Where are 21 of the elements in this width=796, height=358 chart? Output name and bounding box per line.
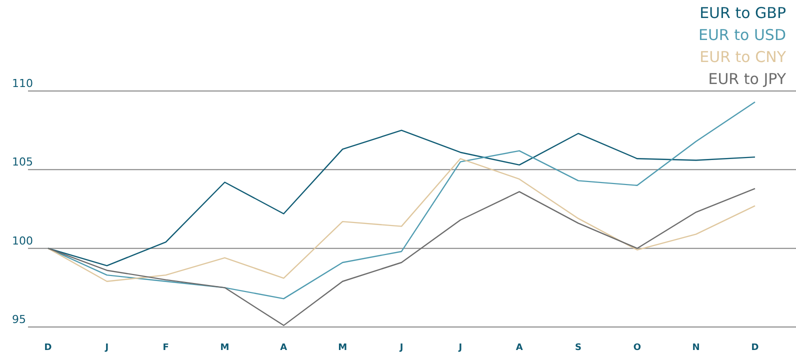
x-tick-label: D — [751, 343, 759, 353]
x-tick-label: D — [44, 343, 52, 353]
text: EUR to USD — [698, 26, 786, 44]
text: EUR to CNY — [700, 48, 787, 66]
x-tick-label: F — [162, 343, 169, 353]
x-tick-label: S — [575, 343, 582, 353]
x-tick-label: J — [104, 343, 109, 353]
x-tick-label: J — [458, 343, 462, 353]
x-tick-label: A — [516, 343, 523, 353]
x-tick-label: M — [220, 343, 230, 353]
text: EUR to JPY — [708, 70, 787, 88]
y-tick-label: 110 — [12, 77, 33, 90]
x-tick-label: N — [692, 343, 700, 353]
x-tick-label: M — [338, 343, 348, 353]
x-tick-label: A — [280, 343, 288, 353]
x-tick-label: O — [633, 343, 642, 353]
y-tick-label: 100 — [12, 234, 33, 248]
text: EUR to GBP — [700, 4, 786, 22]
y-tick-label: 105 — [12, 156, 33, 169]
x-tick-label: J — [398, 343, 404, 353]
y-tick-label: 95 — [12, 313, 26, 326]
